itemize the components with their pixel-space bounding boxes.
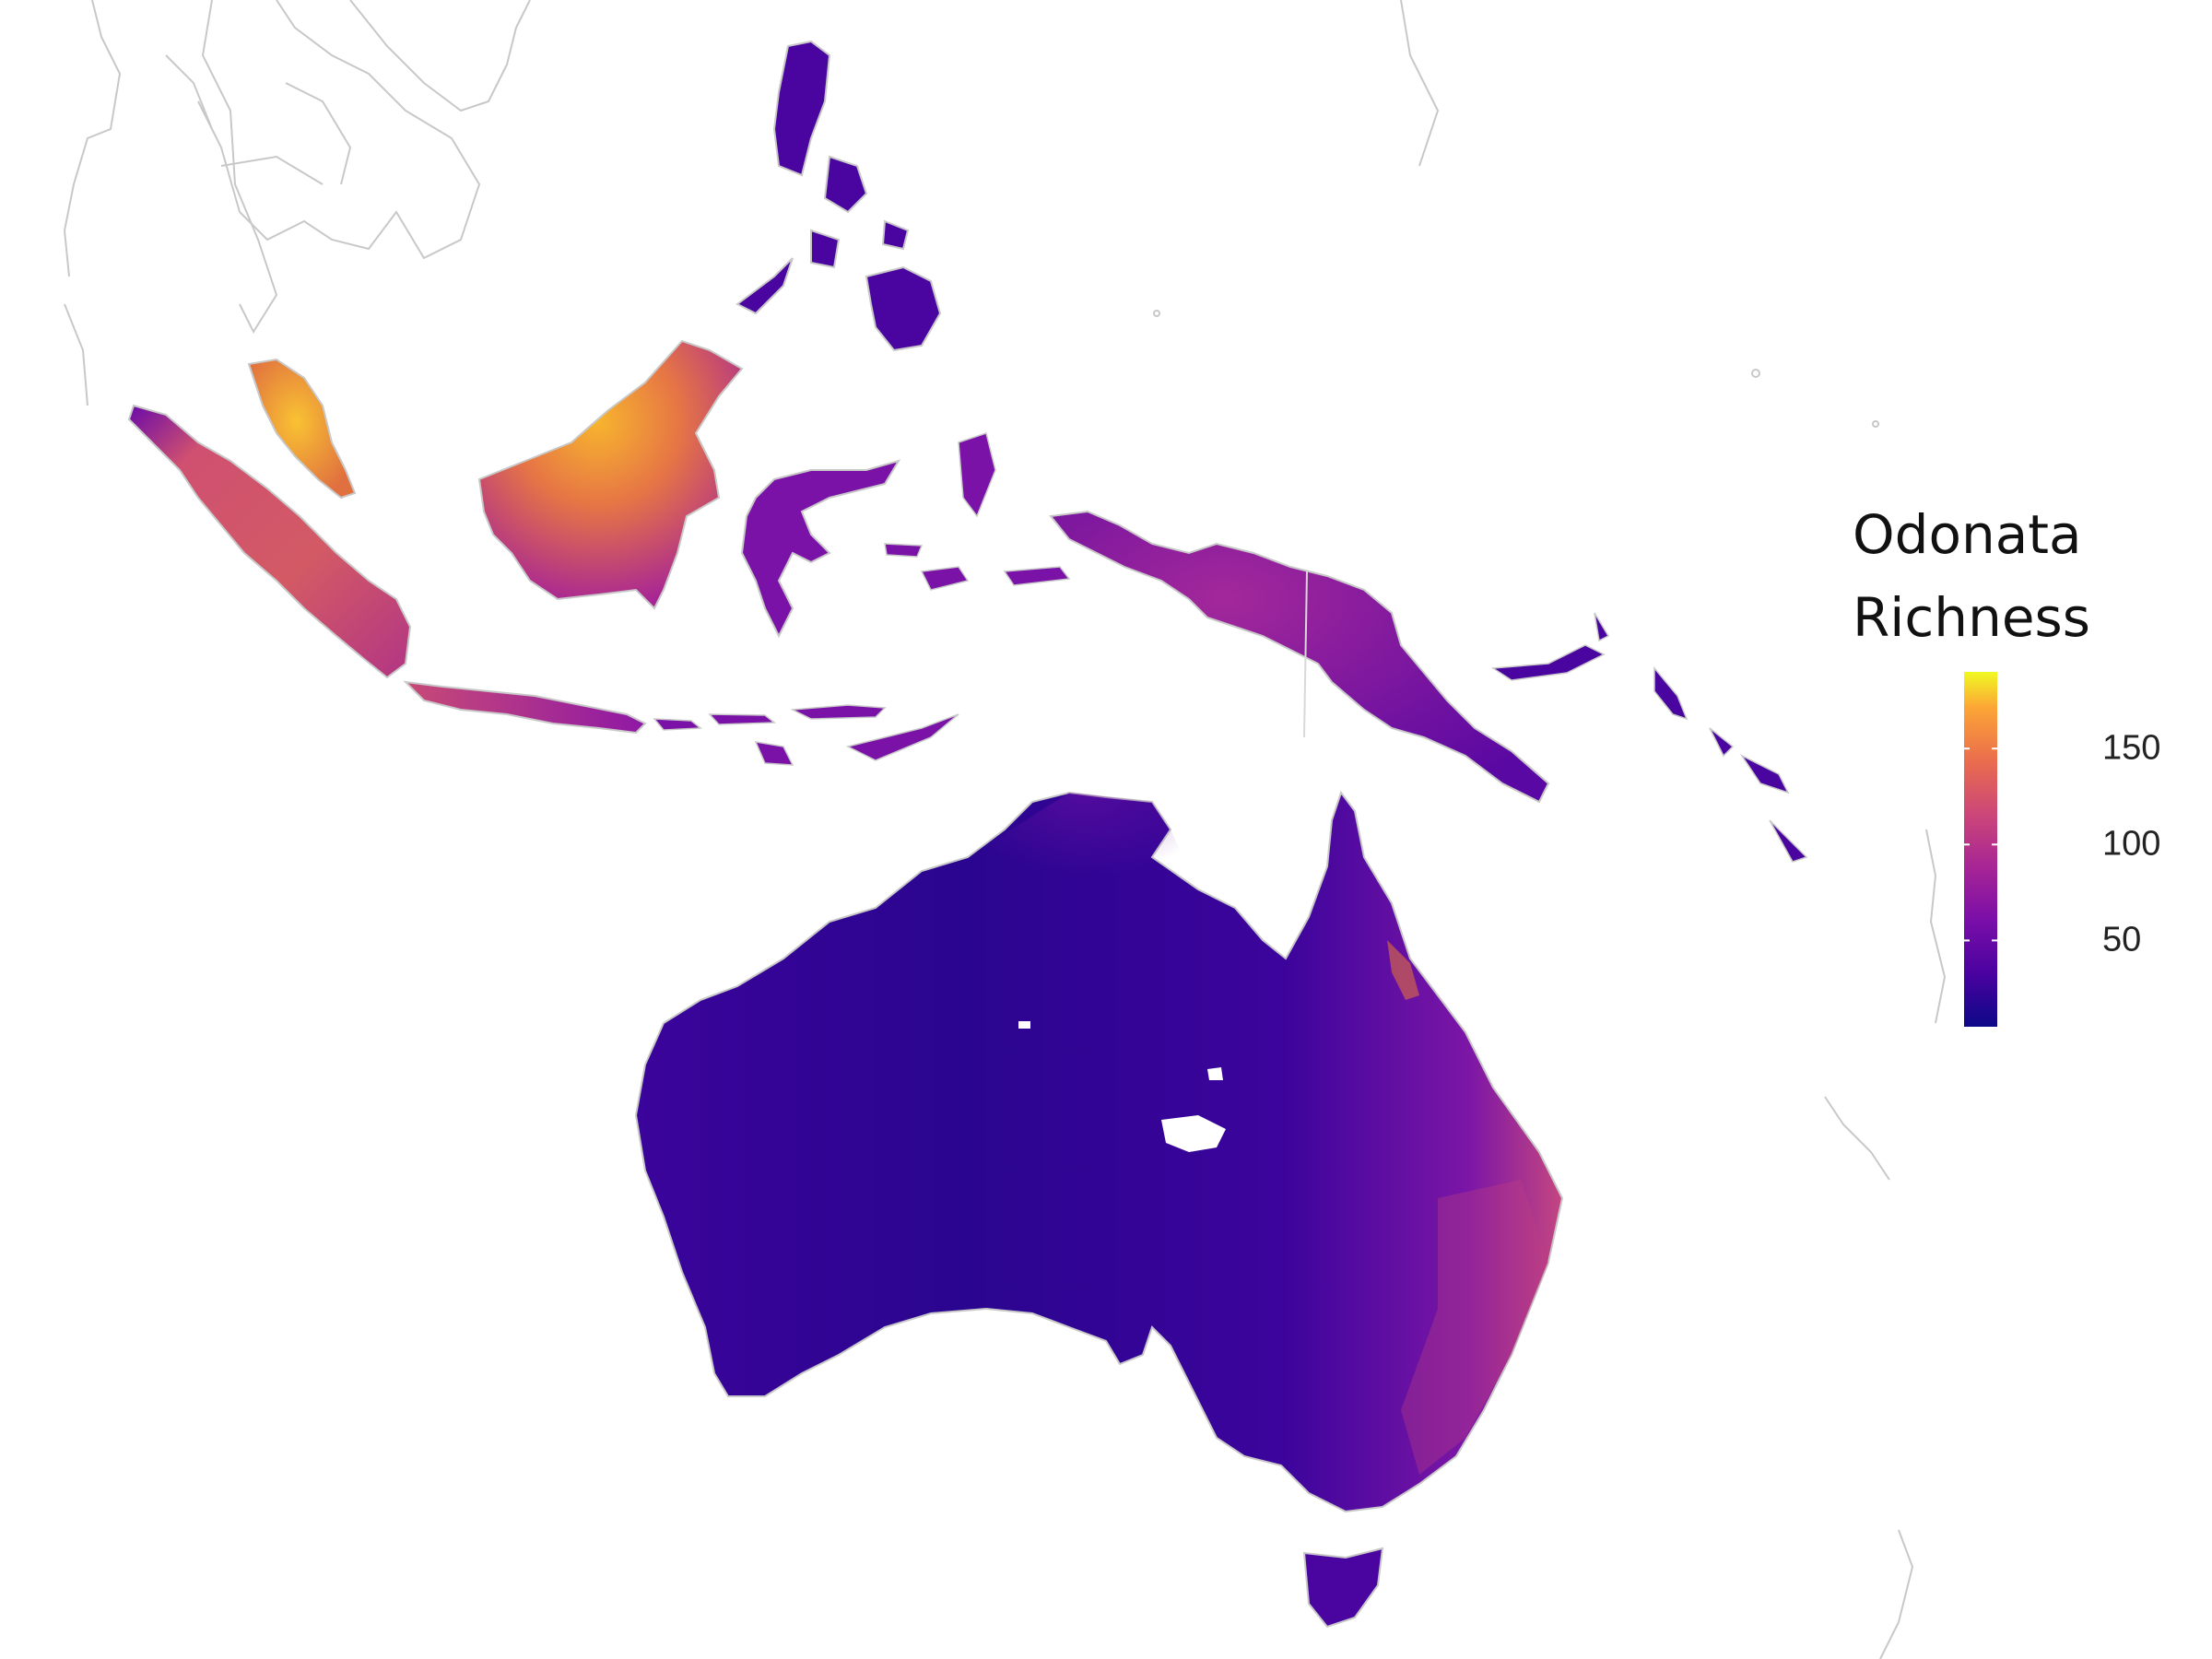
map-legend: Odonata Richness 150 100 50 (1853, 493, 2166, 1027)
legend-colorbar: 150 100 50 (1964, 672, 2160, 1027)
legend-title-line1: Odonata (1853, 503, 2082, 566)
legend-tick-mark-150-right (1992, 747, 1997, 750)
tasmania (1302, 1547, 1384, 1629)
australia-east-coast-high (1387, 940, 1419, 1000)
legend-tick-label-50: 50 (2102, 920, 2142, 959)
legend-tick-label-150: 150 (2102, 728, 2161, 768)
new-guinea (1049, 510, 1550, 804)
legend-tick-label-100: 100 (2102, 824, 2161, 864)
mainland-asia-outline (63, 0, 1440, 406)
legend-tick-mark-50-right (1992, 939, 1997, 942)
australia-lakes (1018, 1021, 1226, 1152)
legend-colorbar-gradient (1964, 672, 1997, 1027)
legend-tick-mark-100-right (1992, 843, 1997, 846)
sulawesi (740, 459, 901, 639)
pacific-island-outlines (1153, 310, 1947, 1659)
legend-tick-mark-50 (1964, 939, 1970, 942)
maluku-islands (884, 432, 1071, 591)
malay-peninsula (247, 358, 357, 500)
legend-title-line2: Richness (1853, 586, 2090, 649)
legend-tick-mark-150 (1964, 747, 1970, 750)
png-border-line (1303, 571, 1308, 738)
australia-southeast-overlay (1401, 1180, 1548, 1475)
philippines (735, 40, 942, 352)
legend-tick-mark-100 (1964, 843, 1970, 846)
solomon-islands (1490, 612, 1808, 863)
borneo (477, 339, 744, 610)
lesser-sunda-islands (653, 704, 959, 766)
sumatra (127, 404, 412, 679)
australia-north-overlay (968, 793, 1198, 931)
java (403, 680, 647, 735)
